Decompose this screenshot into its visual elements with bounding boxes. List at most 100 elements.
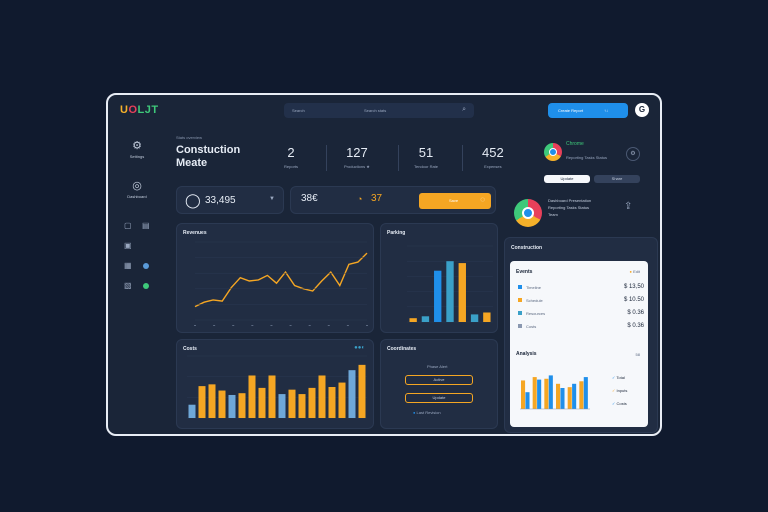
chevron-down-icon: ▼ (269, 196, 275, 202)
bar (268, 375, 276, 418)
legend-swatch (518, 285, 522, 289)
costs-chart-card: Costs ●●◐ (176, 339, 374, 429)
app-logo[interactable]: UOLJT (120, 104, 159, 116)
bar-chart (407, 245, 493, 323)
image-icon[interactable]: ▣ (124, 241, 132, 250)
bar (248, 375, 256, 418)
search-placeholder: Search (292, 108, 305, 113)
chart-title: Revenues (183, 230, 207, 236)
share-button[interactable]: Share (594, 175, 640, 183)
budget-filter: 38€ ◔ 37 Save ◌ (290, 186, 496, 214)
dashboard-window: UOLJT Search Search stats ⌕ Create Repor… (106, 93, 662, 436)
folder-icon[interactable]: ▢ (124, 221, 132, 230)
coordinates-card: Coordinates Phase Alert Active Update ● … (380, 339, 498, 429)
settings-icon[interactable]: ⚙ (626, 147, 640, 161)
bar (521, 380, 526, 409)
stat-tendoor-rate: 51 Tendoor Rate (414, 145, 439, 169)
legend-icon: ●●◐ (354, 345, 365, 351)
budget-value: 37 (371, 193, 383, 204)
bar (198, 386, 206, 418)
update-button[interactable]: Update (405, 393, 473, 403)
bar (258, 387, 266, 418)
save-button[interactable]: Save ◌ (419, 193, 491, 209)
card-subtitle: Analysis (516, 351, 537, 357)
x-tick (327, 325, 330, 326)
bar (421, 316, 430, 322)
bar (348, 370, 356, 418)
bar (358, 364, 366, 418)
bar (228, 394, 236, 418)
coin-icon: ● (629, 269, 632, 274)
panel-title: Construction (511, 245, 543, 251)
analysis-count: 58 (635, 352, 640, 357)
analysis-checklist: ✓ Total ✓ Inputs ✓ Costs (612, 371, 627, 410)
search-input[interactable]: Search Search stats ⌕ (284, 103, 474, 118)
card-title: Coordinates (387, 346, 417, 352)
page-header: Stats overview Constuction Meate (176, 135, 240, 170)
sort-icon: ↑↓ (604, 108, 608, 113)
sidebar-item-settings[interactable]: ⚙ Settings (120, 139, 154, 159)
sidebar-item-dashboard[interactable]: ◎ Dashboard (120, 179, 154, 199)
stat-reports: 2 Reports (284, 145, 299, 169)
bar (556, 383, 561, 409)
top-bar: UOLJT Search Search stats ⌕ Create Repor… (108, 95, 660, 125)
file-icon[interactable]: ▧ (124, 281, 132, 290)
bar (308, 387, 316, 418)
calendar-icon[interactable]: ▦ (124, 261, 132, 270)
target-icon: ◎ (132, 180, 142, 192)
bar (567, 387, 572, 409)
avatar[interactable]: G (635, 103, 649, 117)
active-button[interactable]: Active (405, 375, 473, 385)
x-tick (232, 325, 235, 326)
analysis-bar-chart (520, 375, 590, 410)
revision-note: ● Last Revision (413, 410, 441, 415)
bar (483, 312, 491, 322)
browser-lines: Dashboard Presentation Reporting Tasks S… (548, 198, 592, 217)
bar (446, 261, 454, 322)
create-report-button[interactable]: Create Report ↑↓ (548, 103, 628, 118)
value-input[interactable]: ◯ 33,495 ▼ (176, 186, 284, 214)
bar (572, 383, 577, 409)
status-dot (143, 283, 149, 289)
check-item[interactable]: ✓ Inputs (612, 388, 628, 393)
bar (298, 394, 306, 418)
bar (458, 263, 466, 322)
share-icon[interactable]: ⇪ (624, 201, 633, 212)
bar (208, 384, 216, 418)
legend-swatch (518, 324, 522, 328)
phase-label: Phase Alert (427, 364, 448, 369)
bar (537, 379, 542, 409)
chrome-icon (544, 143, 562, 161)
bar-chart-card: Parking (380, 223, 498, 333)
currency-chip[interactable]: 38€ (301, 193, 318, 204)
costs-bar-chart (187, 355, 367, 419)
bar (238, 393, 246, 418)
search-icon: ◯ (185, 192, 201, 208)
bar (560, 388, 565, 409)
chart-icon[interactable]: ▤ (142, 221, 150, 230)
bar (583, 377, 588, 409)
bar (532, 377, 537, 409)
search-hint: Search stats (364, 108, 387, 113)
check-item[interactable]: ✓ Costs (612, 401, 627, 406)
bar (548, 375, 553, 409)
info-icon: ● (413, 410, 416, 415)
check-item[interactable]: ✓ Total (612, 375, 625, 380)
refresh-icon: ◌ (480, 195, 485, 204)
x-tick (366, 325, 368, 326)
divider (398, 145, 399, 171)
stat-expenses: 452 Expenses (482, 145, 504, 169)
chrome-icon (514, 199, 542, 227)
x-tick (289, 325, 292, 326)
edit-link[interactable]: ● Edit (629, 269, 640, 274)
card-title: Events (516, 269, 533, 275)
bar (409, 318, 417, 322)
browser-subtitle: Reporting Tasks Status (566, 155, 608, 160)
line-chart (194, 241, 368, 326)
bar (525, 392, 530, 409)
x-tick (194, 325, 196, 326)
x-tick (270, 325, 273, 326)
update-button[interactable]: Update (544, 175, 590, 183)
bar (338, 382, 346, 418)
browser-panel: Chrome Reporting Tasks Status ⚙ Update S… (510, 135, 660, 227)
